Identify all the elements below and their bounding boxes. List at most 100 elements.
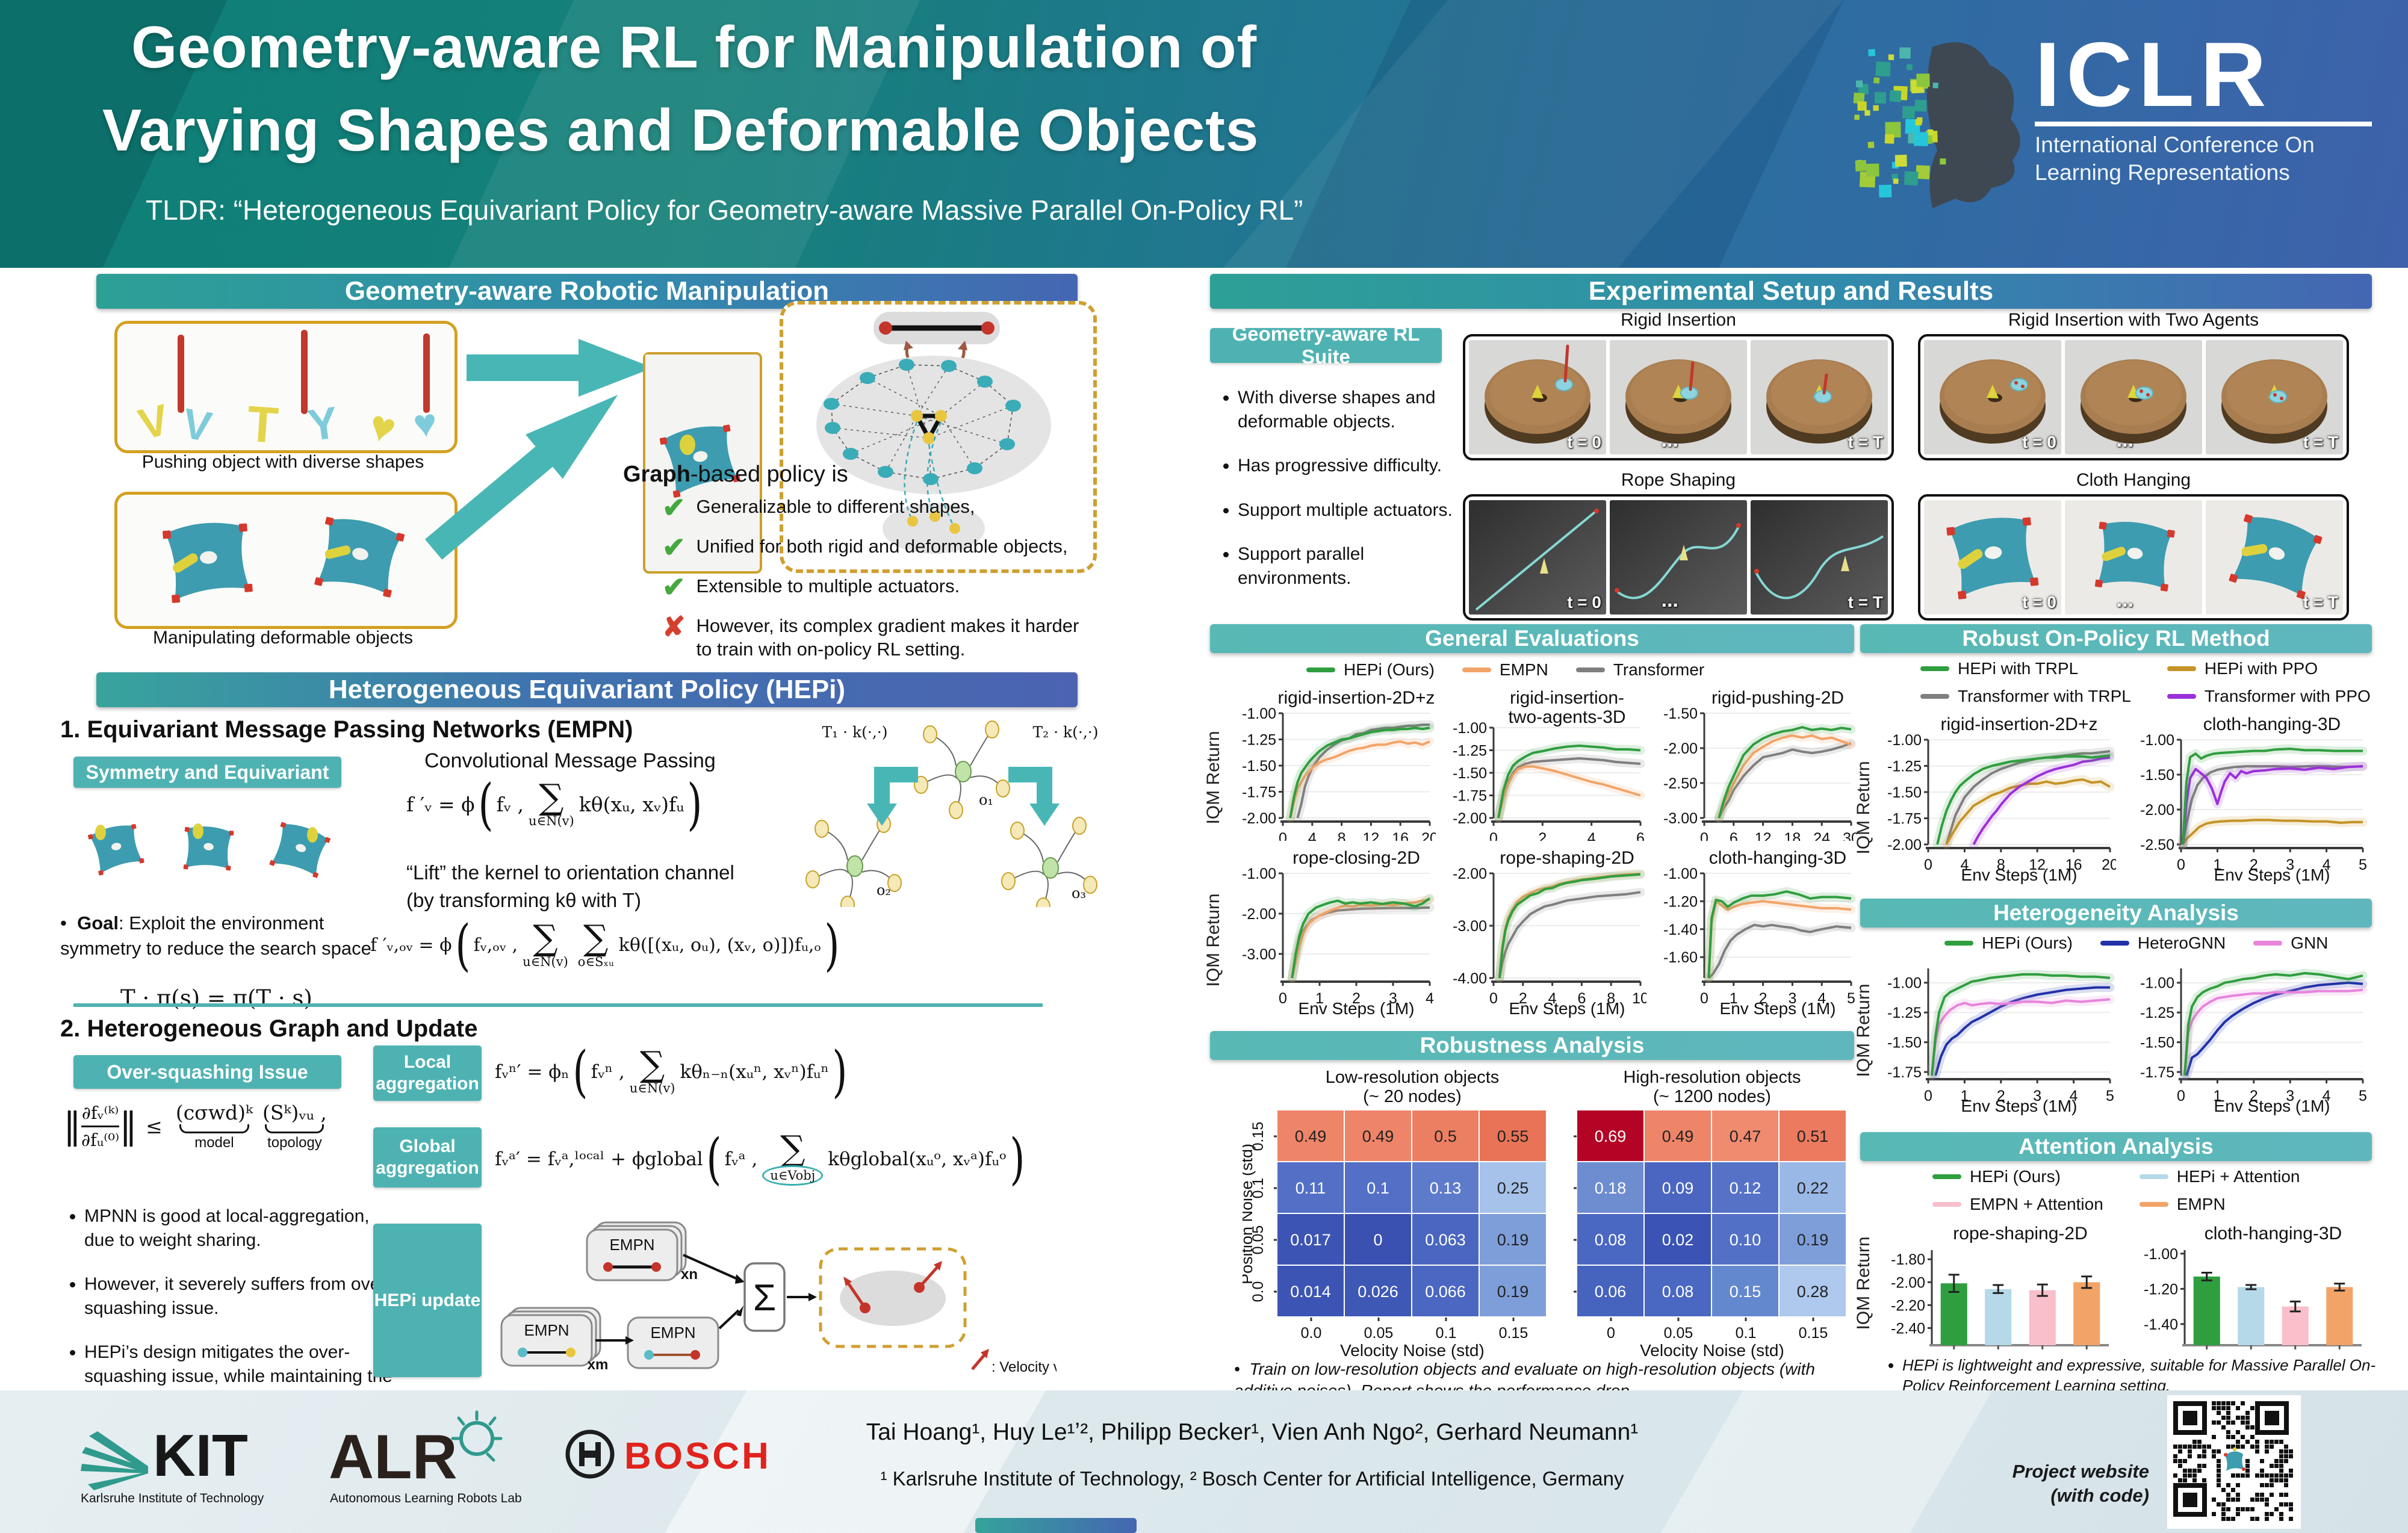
legend-item: HEPi (Ours) — [1932, 1167, 2103, 1186]
cross-item: ✘ However, its complex gradient makes it … — [662, 613, 1084, 661]
svg-text:0.02: 0.02 — [1662, 1231, 1694, 1249]
legend-label: EMPN — [1499, 660, 1548, 679]
list-item: Support parallel environments. — [1238, 542, 1472, 590]
list-item: With diverse shapes and deformable objec… — [1238, 386, 1472, 433]
svg-text:0.026: 0.026 — [1358, 1283, 1398, 1301]
bosch-logo: BOSCH — [565, 1429, 769, 1479]
svg-text:0.06: 0.06 — [1595, 1283, 1627, 1301]
svg-text:0.22: 0.22 — [1797, 1179, 1829, 1197]
svg-text:Env Steps (1M): Env Steps (1M) — [1720, 999, 1836, 1018]
graph-policy-figure — [780, 301, 1097, 573]
svg-text:8: 8 — [1338, 830, 1346, 841]
heatmap-high-resolution: High-resolution objects (~ 1200 nodes) 0.6… — [1565, 1066, 1852, 1364]
right-column: Experimental Setup and Results Geometry-… — [1192, 268, 2390, 1436]
svg-text:-1.50: -1.50 — [2140, 767, 2174, 784]
legend-item: HEPi (Ours) — [1306, 660, 1435, 680]
frame-time-label: ... — [2116, 589, 2133, 612]
oversquash-label: Over-squashing Issue — [73, 1055, 341, 1089]
svg-text:0: 0 — [1279, 990, 1287, 1007]
svg-text:0.12: 0.12 — [1730, 1179, 1761, 1197]
svg-text:0.1: 0.1 — [1250, 1178, 1267, 1199]
check-item: ✔ Generalizable to different shapes, — [662, 494, 1108, 521]
check-text: Generalizable to different shapes, — [696, 496, 975, 517]
svg-text:0: 0 — [1924, 856, 1932, 873]
svg-text:-2.00: -2.00 — [1453, 866, 1487, 882]
svg-text:0.014: 0.014 — [1290, 1283, 1331, 1301]
legend-label: HEPi (Ours) — [1970, 1167, 2061, 1186]
svg-text:12: 12 — [1362, 830, 1379, 841]
svg-text:rigid-insertion-2D+z: rigid-insertion-2D+z — [1941, 714, 2098, 734]
legend-label: Transformer with PPO — [2204, 687, 2371, 705]
pushing-objects-image: V V T Y ♥ ♥ — [117, 324, 455, 450]
env-frame: t = T — [2206, 340, 2343, 454]
iclr-acronym: ICLR — [2035, 23, 2273, 126]
svg-text:Autonomous Learning Robots Lab: Autonomous Learning Robots Lab — [330, 1491, 522, 1505]
svg-text:-1.50: -1.50 — [1887, 784, 1922, 801]
legend-swatch — [2167, 666, 2196, 671]
env-group-disk2: Rigid Insertion with Two Agents t = 0... t… — [1918, 310, 2349, 460]
svg-text:0.51: 0.51 — [1797, 1127, 1829, 1145]
legend-swatch — [2253, 941, 2283, 946]
svg-text:T: T — [245, 395, 280, 450]
legend-robust: HEPi with TRPL HEPi with PPO Transformer w… — [1920, 659, 2371, 706]
legend-swatch — [1944, 941, 1973, 946]
poster-title-line1: Geometry-aware RL for Manipulation of — [131, 14, 1258, 80]
legend-item: HEPi + Attention — [2139, 1167, 2300, 1186]
legend-label: HEPi (Ours) — [1344, 660, 1435, 679]
env-title: Rigid Insertion with Two Agents — [2008, 310, 2259, 330]
svg-text:4: 4 — [2323, 856, 2331, 873]
svg-text:-1.40: -1.40 — [1663, 921, 1698, 938]
frame-time-label: t = 0 — [2022, 433, 2056, 451]
svg-text:-1.25: -1.25 — [2140, 1005, 2174, 1021]
svg-text:0.28: 0.28 — [1797, 1283, 1829, 1301]
svg-text:4: 4 — [2323, 1088, 2331, 1104]
eq-conv: f ′ᵥ = ϕ( fᵥ , ∑ u∈N(v) kθ(xᵤ, xᵥ)fᵤ) — [406, 772, 703, 837]
svg-text:0.15: 0.15 — [1730, 1283, 1761, 1301]
svg-text:0.69: 0.69 — [1595, 1127, 1627, 1145]
svg-text:6: 6 — [1577, 990, 1586, 1007]
chart-cloth-hanging: -1.00 -1.20 -1.40 -1.60 0 1 2 3 4 5 cloth-hanging-… — [1659, 846, 1857, 1023]
svg-text:-2.20: -2.20 — [1891, 1297, 1925, 1314]
env-frames: t = 0... t = T — [1463, 334, 1894, 460]
svg-text:4: 4 — [2070, 1088, 2078, 1104]
env-frames: t = 0... t = T — [1918, 334, 2349, 460]
svg-text:5: 5 — [1847, 990, 1855, 1007]
svg-text:Low-resolution objects: Low-resolution objects — [1326, 1068, 1500, 1087]
env-title: Rope Shaping — [1621, 470, 1736, 490]
svg-text:Velocity Noise (std): Velocity Noise (std) — [1340, 1341, 1485, 1360]
svg-text:3: 3 — [2033, 1088, 2041, 1104]
frame-time-label: t = T — [1848, 433, 1883, 451]
eq-oversquash: ‖ ∂fᵥ⁽ᵏ⁾ ∂fᵤ⁽⁰⁾ ‖ ≤ (cσwd)ᵏ model (Sᵏ)ᵥᵤ ,… — [63, 1101, 327, 1151]
svg-text:16: 16 — [2065, 856, 2082, 873]
env-frame: ... — [1610, 340, 1747, 454]
deformable-objects-figure — [114, 492, 458, 629]
list-item: MPNN is good at local-aggregation, due t… — [84, 1204, 397, 1252]
svg-text:0: 0 — [1373, 1231, 1382, 1249]
chart-rigid-insertion-2dz: -1.00 -1.25 -1.50 -1.75 -2.00 0 4 8 12 16 20 rigid-… — [1237, 686, 1438, 847]
header-robustness: Robustness Analysis — [1210, 1031, 1854, 1060]
env-frame: t = 0 — [1469, 500, 1606, 615]
svg-text:cloth-hanging-3D: cloth-hanging-3D — [1709, 848, 1846, 868]
deformable-objects-image — [117, 495, 455, 626]
svg-text:0: 0 — [1279, 830, 1287, 841]
svg-text:12: 12 — [2029, 856, 2046, 873]
svg-text:0.11: 0.11 — [1296, 1179, 1326, 1197]
legend-item: HeteroGNN — [2100, 934, 2226, 953]
svg-text:Position Noise (std): Position Noise (std) — [1243, 1144, 1256, 1284]
svg-text:8: 8 — [1607, 990, 1615, 1007]
svg-text:1: 1 — [1315, 990, 1324, 1007]
chart-robust-cloth-hanging: -1.00 -1.50 -2.00 -2.50 0 1 2 3 4 5 cloth-hanging-… — [2128, 712, 2369, 890]
iclr-face-icon — [1853, 42, 2020, 208]
svg-text:4: 4 — [1548, 990, 1557, 1007]
suite-bullets: With diverse shapes and deformable objec… — [1214, 386, 1472, 611]
svg-text:-2.00: -2.00 — [1453, 810, 1487, 827]
legend-item: Transformer with TRPL — [1920, 687, 2131, 706]
ylabel-attention: IQM Return — [1854, 1236, 1873, 1330]
affiliations: ¹ Karlsruhe Institute of Technology, ² B… — [880, 1467, 1624, 1490]
svg-text:-1.80: -1.80 — [1891, 1251, 1925, 1268]
bottom-accent-bar — [975, 1518, 1137, 1533]
hepi-update-diagram: EMPN xn EMPN xm EMPN Σ: Velocity vector — [500, 1221, 1057, 1375]
svg-text:Env Steps (1M): Env Steps (1M) — [1961, 1097, 2078, 1115]
lift-text-1: “Lift” the kernel to orientation channel — [406, 861, 734, 884]
svg-text:2: 2 — [2250, 1088, 2258, 1104]
